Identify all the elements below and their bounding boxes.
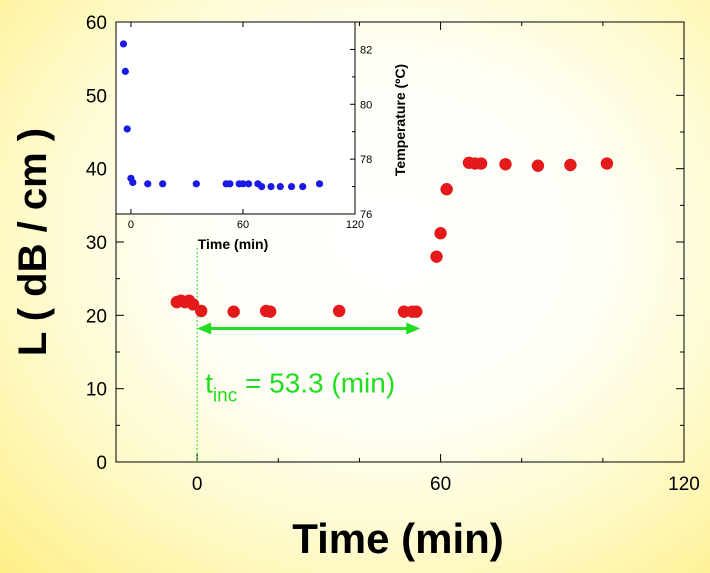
inset-y-tick-label: 78 xyxy=(360,154,372,166)
data-point xyxy=(434,227,447,240)
inset-data-point xyxy=(119,40,128,48)
incubation-annotation: tinc = 53.3 (min) xyxy=(197,322,421,406)
incubation-subscript: inc xyxy=(213,385,237,406)
data-point xyxy=(227,305,240,318)
data-point xyxy=(195,304,208,318)
inset-y-axis-label: Temperature (ºC) xyxy=(392,64,408,176)
incubation-value: = 53.3 (min) xyxy=(237,367,395,398)
data-point xyxy=(332,304,346,318)
inset-data-point xyxy=(299,182,307,191)
inset-data-point xyxy=(276,182,284,191)
inset-y-tick-label: 82 xyxy=(360,44,372,56)
inset-data-point xyxy=(159,180,167,188)
y-tick-label: 40 xyxy=(86,160,107,181)
y-tick-label: 30 xyxy=(86,233,107,254)
y-tick-label: 10 xyxy=(86,380,107,401)
inset-frame xyxy=(115,21,356,215)
inset-data-point xyxy=(192,180,200,188)
data-point xyxy=(474,157,488,170)
inset-data-point xyxy=(226,180,234,188)
incubation-time-label: tinc = 53.3 (min) xyxy=(205,367,395,406)
inset-x-axis-label: Time (min) xyxy=(198,236,269,252)
y-tick-label: 20 xyxy=(86,306,107,327)
data-point xyxy=(499,158,512,171)
data-point xyxy=(531,159,545,172)
inset-data-point xyxy=(267,182,275,191)
duration-arrow-head-right xyxy=(406,322,421,335)
inset-data-point xyxy=(123,125,131,133)
inset-data-point xyxy=(239,180,247,188)
data-point xyxy=(410,305,423,318)
inset-data-point xyxy=(244,180,253,188)
duration-arrow-head-left xyxy=(197,322,212,335)
data-point xyxy=(430,250,443,263)
incubation-t: t xyxy=(205,367,213,398)
data-point xyxy=(440,183,453,196)
main-plot: 0 10 20 30 40 50 60 0 60 120 Time (min) L ( dB / cm… xyxy=(11,13,700,562)
y-tick-label: 0 xyxy=(96,453,107,474)
y-tick-label: 60 xyxy=(86,13,107,34)
data-point xyxy=(600,157,614,170)
y-tick-label: 50 xyxy=(86,86,107,107)
inset-y-tick-label: 76 xyxy=(360,209,372,221)
x-tick-label: 60 xyxy=(430,474,451,495)
inset-data-point xyxy=(129,178,137,187)
data-point xyxy=(564,158,577,172)
inset-data-point xyxy=(121,67,129,75)
data-point xyxy=(263,305,277,318)
y-axis-label: L ( dB / cm ) xyxy=(11,128,55,356)
inset-data-point xyxy=(144,180,152,188)
x-tick-label: 120 xyxy=(668,474,700,495)
inset-x-tick-label: 0 xyxy=(128,219,134,231)
inset-x-tick-label: 60 xyxy=(237,219,249,231)
inset-data-point xyxy=(258,182,266,191)
x-tick-label: 0 xyxy=(192,474,203,495)
inset-y-tick-label: 80 xyxy=(360,99,372,111)
x-axis-label: Time (min) xyxy=(292,515,504,562)
inset-data-point xyxy=(315,180,324,188)
inset-data-point xyxy=(287,182,296,191)
inset-x-tick-label: 120 xyxy=(346,219,364,231)
